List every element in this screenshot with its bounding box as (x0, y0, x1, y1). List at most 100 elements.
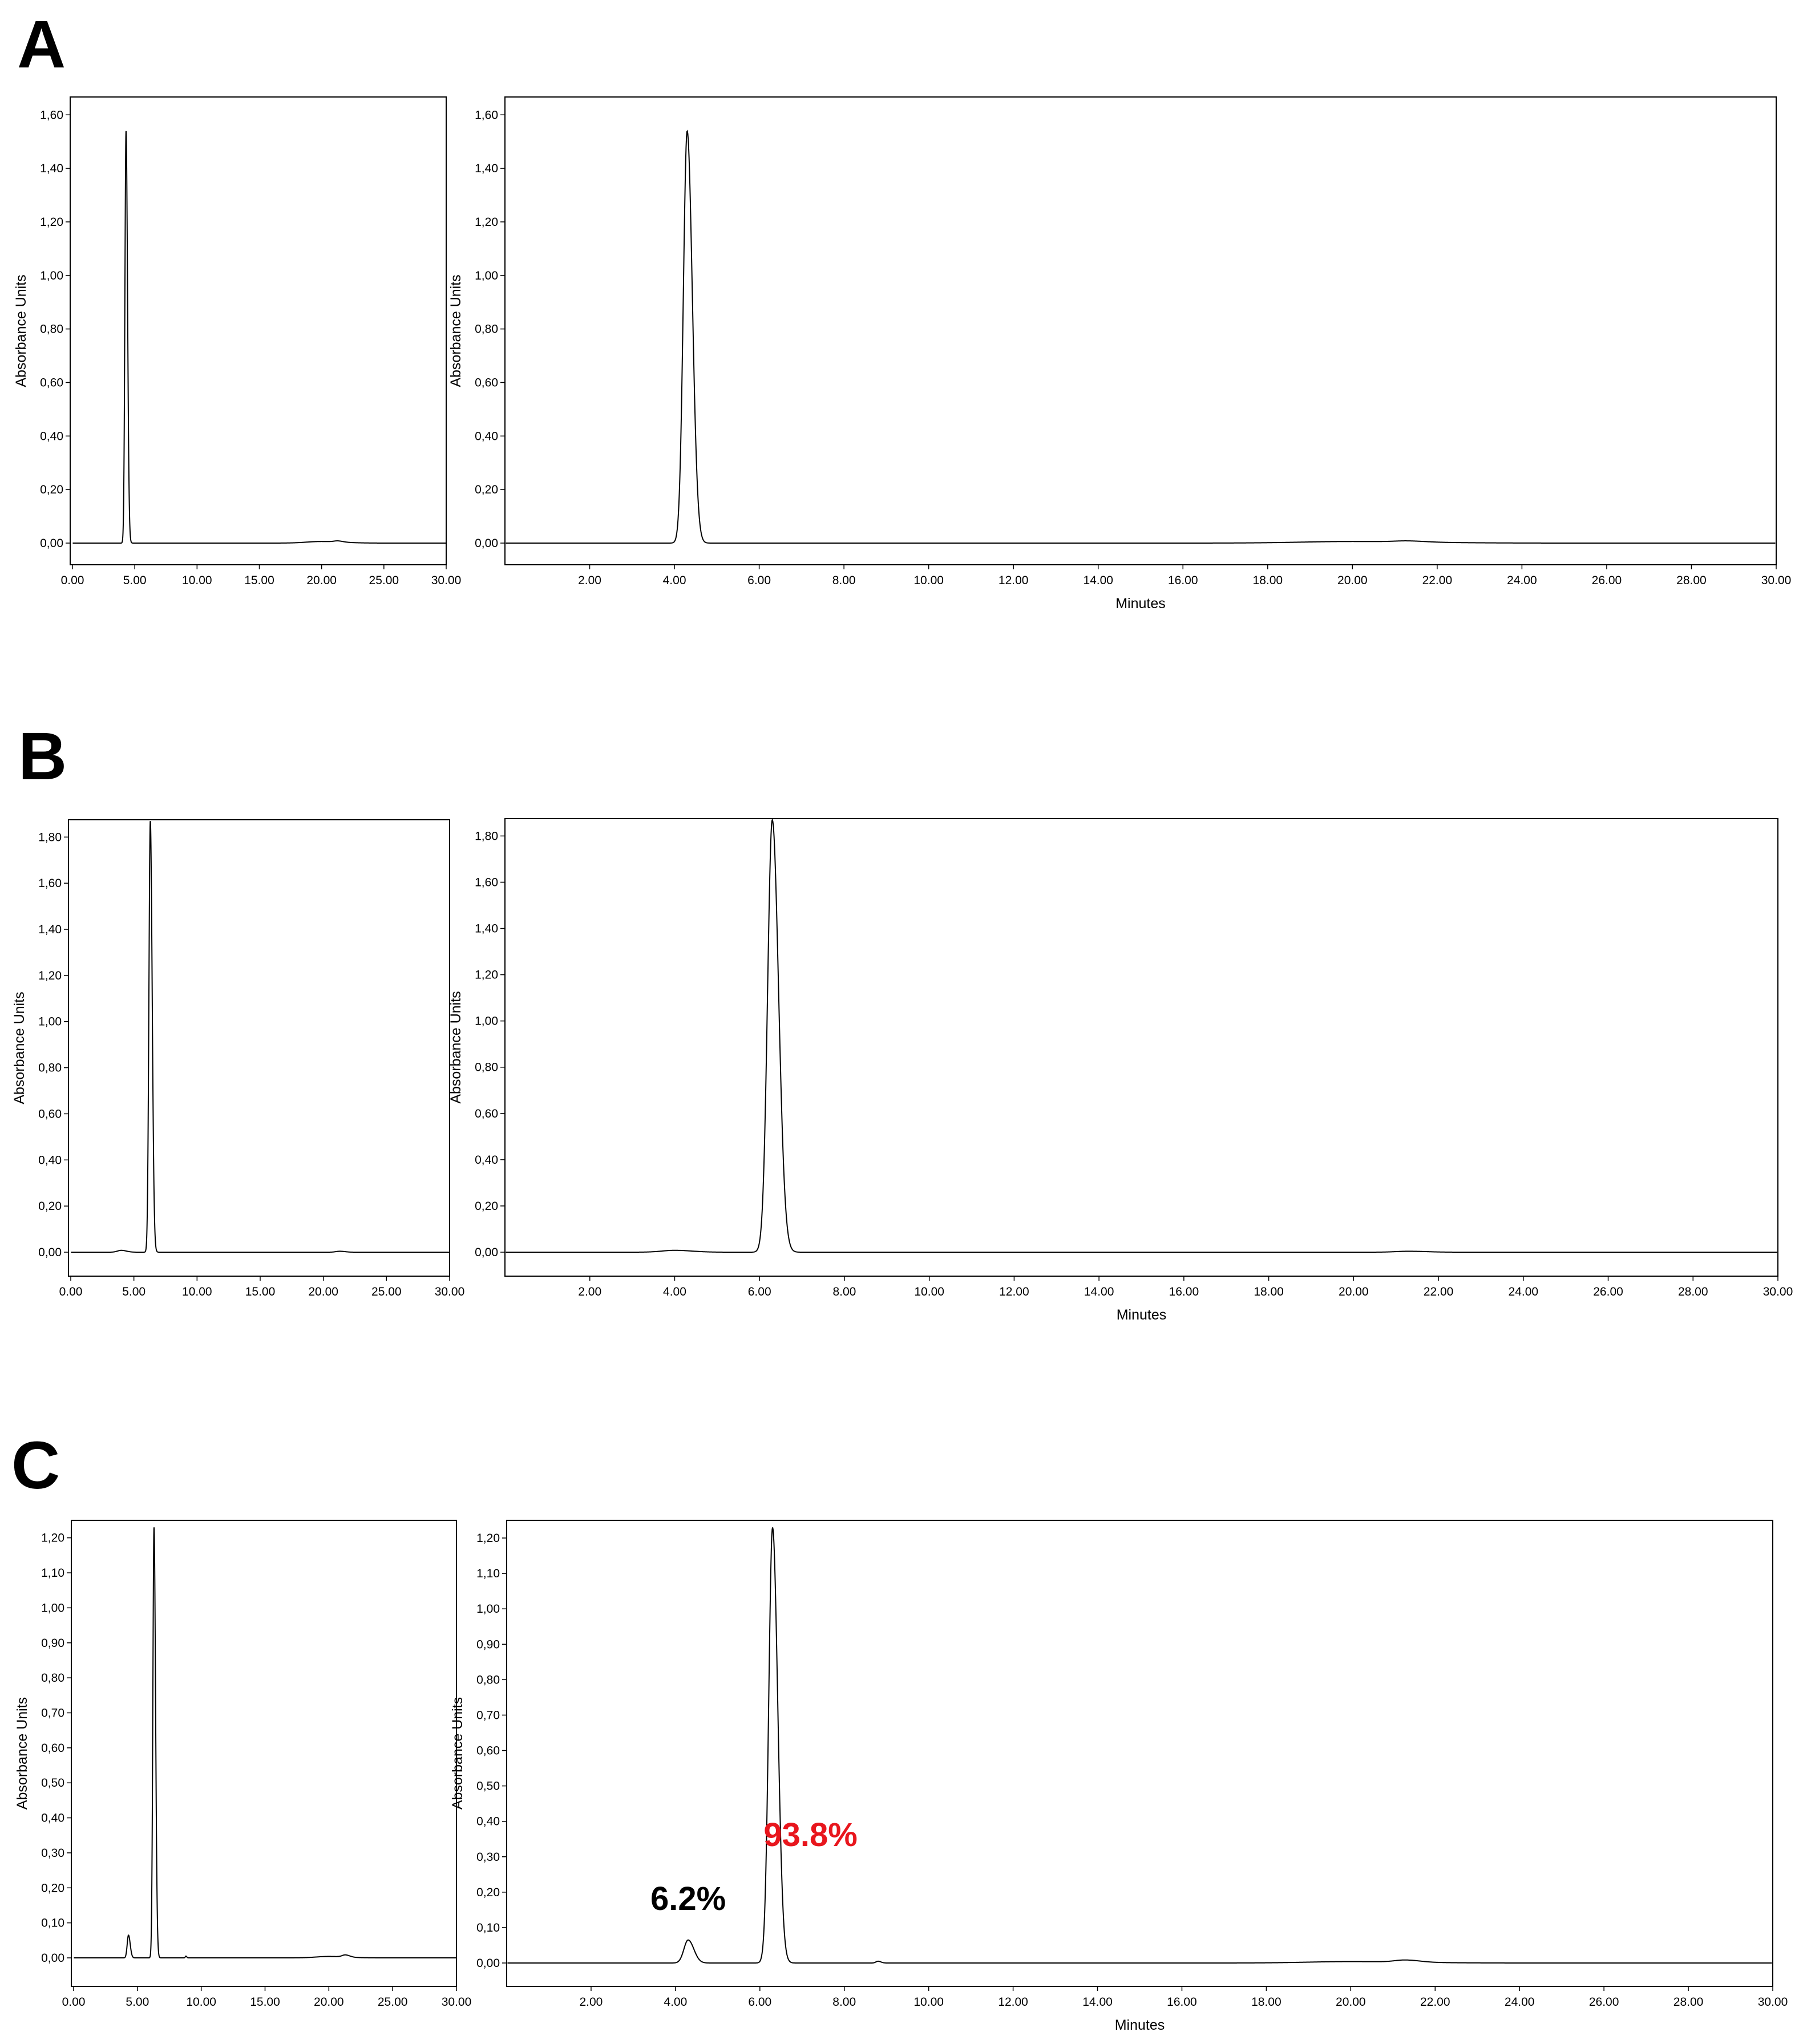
panel-b: B 0,00 0,20 0,40 0,60 0,80 1,00 1,20 1,40 1,60 1,8… (11, 719, 1793, 1323)
y-tick-label: 0,00 (476, 1957, 500, 1970)
x-tick-label: 6.00 (748, 1285, 771, 1298)
x-tick-label: 6.00 (748, 1996, 771, 2009)
y-tick-label: 1,40 (475, 162, 498, 175)
x-axis-title: Minutes (1117, 1307, 1167, 1323)
chromatogram-trace (506, 129, 1776, 544)
overview-frame (68, 819, 450, 1277)
y-tick-label: 1,20 (40, 216, 63, 229)
detail-chromatogram: 0,00 0,10 0,20 0,30 0,40 0,50 0,60 0,70 0,80 0,90… (450, 1520, 1788, 2033)
y-tick-label: 0,00 (475, 537, 498, 550)
y-tick-label: 0,80 (475, 1061, 498, 1074)
y-tick-label: 0,20 (476, 1886, 500, 1899)
y-tick-label: 0,60 (475, 1107, 498, 1120)
x-tick-label: 25.00 (378, 1996, 408, 2009)
panel-c: C 0,00 0,10 0,20 0,30 0,40 0,50 0,60 0,70 0,80 0,9… (11, 1428, 1788, 2033)
x-tick-label: 12.00 (998, 1996, 1028, 2009)
x-tick-label: 12.00 (998, 574, 1029, 587)
x-tick-label: 26.00 (1589, 1996, 1619, 2009)
x-tick-label: 10.00 (182, 574, 212, 587)
y-tick-label: 0,10 (41, 1917, 64, 1930)
y-tick-label: 0,80 (41, 1671, 64, 1685)
y-tick-label: 0,20 (40, 483, 63, 496)
y-tick-label: 0,70 (41, 1706, 64, 1719)
y-tick-label: 0,60 (40, 376, 63, 389)
x-tick-label: 28.00 (1678, 1285, 1708, 1298)
x-tick-label: 30.00 (1763, 1285, 1793, 1298)
y-tick-label: 0,80 (476, 1673, 500, 1686)
x-tick-label: 28.00 (1673, 1996, 1704, 2009)
y-tick-label: 0,40 (475, 1153, 498, 1167)
x-tick-label: 22.00 (1420, 1996, 1450, 2009)
y-tick-label: 1,10 (41, 1567, 64, 1580)
x-tick-label: 22.00 (1424, 1285, 1454, 1298)
y-tick-label: 0,30 (476, 1851, 500, 1864)
x-tick-label: 20.00 (1337, 574, 1368, 587)
y-tick-label: 0,80 (475, 323, 498, 336)
y-tick-label: 0,90 (41, 1637, 64, 1650)
x-tick-label: 18.00 (1251, 1996, 1281, 2009)
y-axis-title: Absorbance Units (450, 1697, 466, 1810)
x-tick-label: 16.00 (1167, 1996, 1197, 2009)
y-tick-label: 0,40 (475, 430, 498, 443)
y-tick-label: 0,40 (41, 1812, 64, 1825)
x-tick-label: 16.00 (1168, 574, 1198, 587)
x-tick-label: 2.00 (579, 1996, 603, 2009)
x-tick-label: 30.00 (431, 574, 462, 587)
x-tick-label: 25.00 (371, 1285, 402, 1298)
y-tick-label: 0,40 (40, 430, 63, 443)
x-axis-title: Minutes (1115, 2017, 1165, 2033)
x-tick-label: 22.00 (1422, 574, 1453, 587)
y-tick-label: 0,40 (38, 1153, 62, 1167)
x-tick-label: 12.00 (999, 1285, 1029, 1298)
detail-frame (506, 1520, 1773, 1987)
overview-chromatogram: 0,00 0,10 0,20 0,30 0,40 0,50 0,60 0,70 0,80 0,90… (14, 1520, 471, 2009)
y-axis-title: Absorbance Units (13, 274, 29, 387)
x-tick-label: 20.00 (308, 1285, 338, 1298)
x-tick-label: 8.00 (832, 574, 856, 587)
overview-frame (71, 1520, 457, 1987)
x-tick-label: 2.00 (578, 1285, 601, 1298)
y-tick-label: 1,00 (38, 1015, 62, 1029)
x-tick-label: 0.00 (62, 1996, 86, 2009)
x-tick-label: 18.00 (1254, 1285, 1284, 1298)
x-tick-label: 20.00 (1339, 1285, 1369, 1298)
x-axis-title: Minutes (1115, 596, 1166, 612)
x-tick-label: 15.00 (244, 574, 274, 587)
chromatogram-trace (72, 131, 446, 544)
y-tick-label: 1,20 (476, 1532, 500, 1545)
overview-chromatogram: 0,00 0,20 0,40 0,60 0,80 1,00 1,20 1,40 1,60 0.00… (13, 96, 462, 587)
chromatogram-trace (507, 1527, 1772, 1964)
y-tick-label: 1,60 (40, 108, 63, 122)
y-tick-label: 1,40 (38, 923, 62, 936)
detail-chromatogram: 0,00 0,20 0,40 0,60 0,80 1,00 1,20 1,40 1,60 2.00… (448, 96, 1791, 612)
panel-letter: C (11, 1428, 60, 1503)
y-tick-label: 1,00 (40, 269, 63, 282)
y-tick-label: 1,80 (38, 831, 62, 844)
y-tick-label: 1,60 (475, 876, 498, 889)
y-tick-label: 1,20 (38, 969, 62, 982)
x-tick-label: 0.00 (61, 574, 84, 587)
detail-frame (504, 96, 1777, 565)
y-tick-label: 1,40 (475, 922, 498, 936)
x-tick-label: 5.00 (122, 1285, 145, 1298)
y-tick-label: 0,80 (38, 1062, 62, 1075)
panel-letter: B (18, 719, 67, 794)
y-tick-label: 0,60 (38, 1107, 62, 1120)
x-tick-label: 4.00 (663, 1285, 686, 1298)
y-tick-label: 0,90 (476, 1638, 500, 1651)
y-tick-label: 0,70 (476, 1709, 500, 1722)
x-tick-label: 5.00 (126, 1996, 149, 2009)
x-tick-label: 10.00 (913, 574, 944, 587)
x-tick-label: 26.00 (1592, 574, 1622, 587)
y-tick-label: 0,00 (38, 1246, 62, 1259)
y-tick-label: 0,20 (475, 1200, 498, 1213)
x-tick-label: 14.00 (1082, 1996, 1113, 2009)
y-tick-label: 1,20 (41, 1532, 64, 1545)
y-tick-label: 0,50 (41, 1776, 64, 1790)
y-tick-label: 1,40 (40, 162, 63, 175)
panel-a: A 0,00 0,20 0,40 0,60 0,80 1,00 1,20 1,40 1,60 0.0… (13, 7, 1791, 612)
y-tick-label: 0,20 (38, 1200, 62, 1213)
y-tick-label: 1,60 (475, 108, 498, 122)
x-tick-label: 5.00 (123, 574, 147, 587)
x-tick-label: 0.00 (59, 1285, 83, 1298)
